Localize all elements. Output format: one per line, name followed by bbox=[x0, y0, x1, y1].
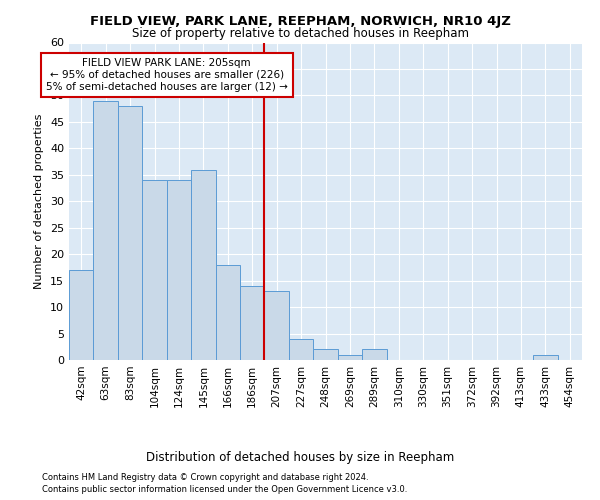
Text: Contains public sector information licensed under the Open Government Licence v3: Contains public sector information licen… bbox=[42, 484, 407, 494]
Bar bbox=[69, 270, 94, 360]
Bar bbox=[142, 180, 167, 360]
Bar bbox=[313, 350, 338, 360]
Bar bbox=[240, 286, 265, 360]
Bar bbox=[265, 291, 289, 360]
Y-axis label: Number of detached properties: Number of detached properties bbox=[34, 114, 44, 289]
Text: Distribution of detached houses by size in Reepham: Distribution of detached houses by size … bbox=[146, 451, 454, 464]
Text: Size of property relative to detached houses in Reepham: Size of property relative to detached ho… bbox=[131, 28, 469, 40]
Bar bbox=[338, 354, 362, 360]
Bar bbox=[533, 354, 557, 360]
Text: FIELD VIEW PARK LANE: 205sqm
← 95% of detached houses are smaller (226)
5% of se: FIELD VIEW PARK LANE: 205sqm ← 95% of de… bbox=[46, 58, 287, 92]
Text: Contains HM Land Registry data © Crown copyright and database right 2024.: Contains HM Land Registry data © Crown c… bbox=[42, 473, 368, 482]
Bar bbox=[215, 265, 240, 360]
Bar bbox=[118, 106, 142, 360]
Bar bbox=[362, 350, 386, 360]
Text: FIELD VIEW, PARK LANE, REEPHAM, NORWICH, NR10 4JZ: FIELD VIEW, PARK LANE, REEPHAM, NORWICH,… bbox=[89, 15, 511, 28]
Bar bbox=[94, 100, 118, 360]
Bar bbox=[191, 170, 215, 360]
Bar bbox=[167, 180, 191, 360]
Bar bbox=[289, 339, 313, 360]
